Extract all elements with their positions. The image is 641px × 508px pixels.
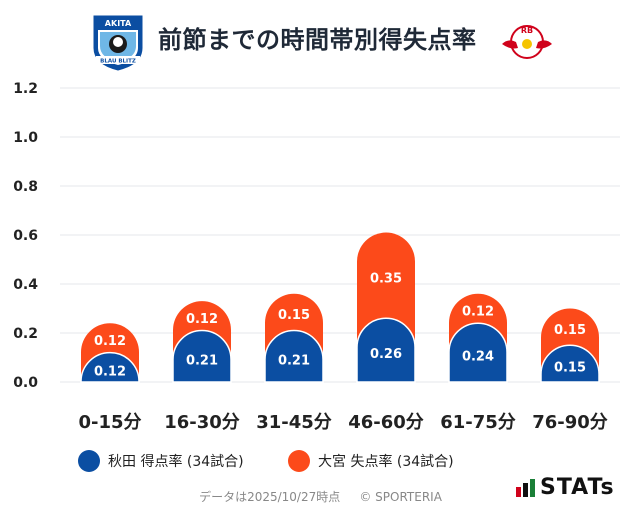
stats-brand-text: STATs [540,475,615,500]
footer-copyright: © SPORTERIA [359,490,442,504]
footer: データは2025/10/27時点 © SPORTERIA [0,488,641,505]
legend-conceded-marker [288,450,310,472]
y-tick-label: 0.0 [13,375,38,391]
akita-club-logo: AKITA BLAU BLITZ [90,12,146,76]
bar-scored [80,351,140,383]
logo-right-text: RB [521,26,533,35]
legend: 秋田 得点率 (34試合) 大宮 失点率 (34試合) [78,450,578,474]
data-label-scored: 0.24 [462,350,494,365]
y-tick-label: 1.2 [13,81,38,97]
data-label-conceded: 0.12 [94,334,126,349]
bars-layer: 0.12 0.12 0.21 0.12 0.21 0.15 0.26 0.35 0.24 0.12… [80,232,600,383]
legend-item-conceded: 大宮 失点率 (34試合) [288,450,454,472]
y-tick-label: 0.6 [13,228,38,244]
grid-layer [60,87,620,383]
x-tick-label: 0-15分 [78,412,141,433]
logo-left-bottom-text: BLAU BLITZ [100,59,136,65]
page-title: 前節までの時間帯別得失点率 [158,26,477,54]
x-tick-label: 61-75分 [440,412,516,433]
legend-item-scored: 秋田 得点率 (34試合) [78,450,244,472]
y-tick-label: 0.2 [13,326,38,342]
x-tick-label: 76-90分 [532,412,608,433]
data-label-scored: 0.21 [186,353,218,368]
data-label-conceded: 0.15 [554,323,586,338]
data-label-conceded: 0.35 [370,271,402,286]
chart-header: AKITA BLAU BLITZ 前節までの時間帯別得失点率 RB [0,12,641,72]
data-label-scored: 0.21 [278,353,310,368]
data-label-scored: 0.26 [370,347,402,362]
y-axis: 0.0 0.2 0.4 0.6 0.8 1.0 1.2 [13,81,38,391]
legend-scored-label: 秋田 得点率 (34試合) [108,454,244,470]
bar-scored [448,322,508,383]
x-tick-label: 31-45分 [256,412,332,433]
omiya-club-logo: RB [496,20,558,64]
y-tick-label: 0.8 [13,179,38,195]
x-axis: 0-15分 16-30分 31-45分 46-60分 61-75分 76-90分 [78,412,607,433]
legend-scored-marker [78,450,100,472]
y-tick-label: 0.4 [13,277,38,293]
x-tick-label: 16-30分 [164,412,240,433]
bar-chart: 0.00.20.40.60.81.01.2 0.120.120.210.120.… [13,81,620,433]
stats-brand-logo: STATs [516,475,615,500]
y-tick-label: 1.0 [13,130,38,146]
bar-scored [356,317,416,383]
data-label-scored: 0.15 [554,361,586,376]
bar-scored [540,344,600,383]
logo-left-top-text: AKITA [105,19,132,28]
data-label-scored: 0.12 [94,364,126,379]
footer-date-note: データは2025/10/27時点 [199,490,341,504]
bar-scored [264,329,324,383]
x-tick-label: 46-60分 [348,412,424,433]
stats-bars-icon [516,478,535,497]
data-label-conceded: 0.12 [462,305,494,320]
data-label-conceded: 0.15 [278,308,310,323]
data-label-conceded: 0.12 [186,312,218,327]
legend-conceded-label: 大宮 失点率 (34試合) [318,454,454,470]
bar-scored [172,329,232,383]
